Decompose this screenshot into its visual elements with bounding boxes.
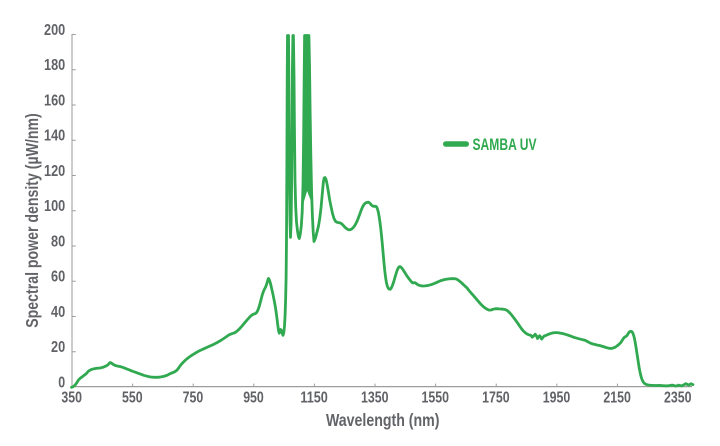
svg-text:20: 20 [51, 339, 65, 356]
svg-text:100: 100 [44, 198, 65, 215]
svg-text:SAMBA UV: SAMBA UV [473, 136, 537, 154]
svg-text:950: 950 [243, 389, 264, 406]
svg-text:550: 550 [122, 389, 143, 406]
svg-text:1750: 1750 [482, 389, 510, 406]
svg-text:2150: 2150 [603, 389, 631, 406]
svg-text:180: 180 [44, 57, 65, 74]
svg-text:350: 350 [61, 389, 82, 406]
svg-text:80: 80 [51, 233, 65, 250]
svg-text:1150: 1150 [300, 389, 328, 406]
svg-text:Wavelength (nm): Wavelength (nm) [326, 410, 440, 430]
svg-text:750: 750 [183, 389, 204, 406]
svg-text:2350: 2350 [664, 389, 692, 406]
svg-text:200: 200 [44, 22, 65, 39]
svg-text:Spectral power density (µW/nm): Spectral power density (µW/nm) [22, 113, 42, 328]
svg-text:1950: 1950 [543, 389, 571, 406]
svg-text:120: 120 [44, 163, 65, 180]
svg-text:1550: 1550 [422, 389, 450, 406]
svg-text:0: 0 [58, 374, 65, 391]
svg-text:160: 160 [44, 92, 65, 109]
svg-text:140: 140 [44, 128, 65, 145]
svg-text:60: 60 [51, 269, 65, 286]
svg-text:40: 40 [51, 304, 65, 321]
svg-text:1350: 1350 [361, 389, 389, 406]
